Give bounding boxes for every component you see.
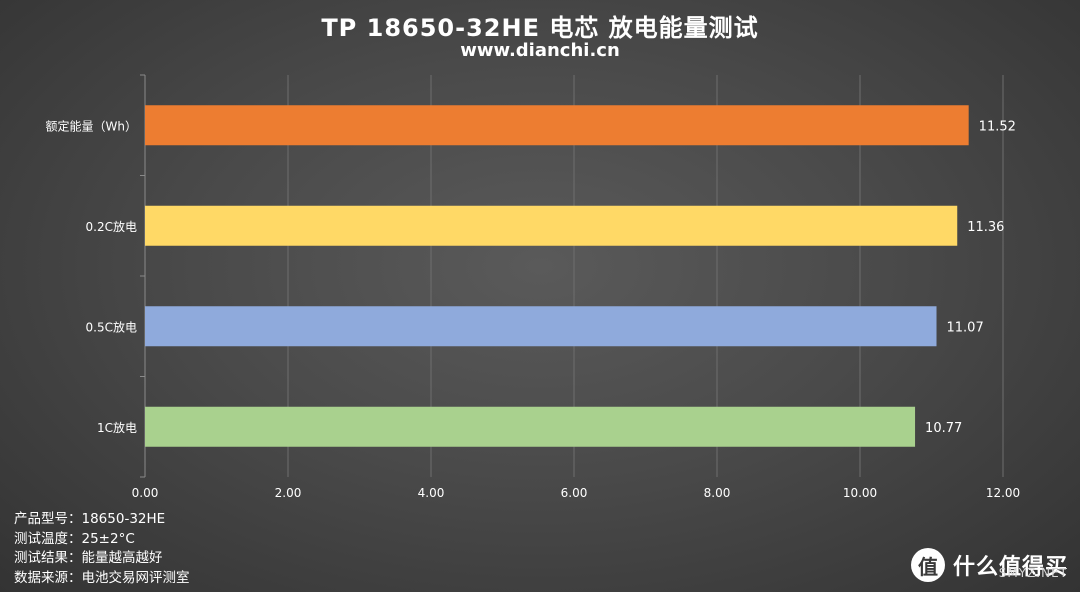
watermark-logo: 值 什么值得买: [910, 548, 1068, 582]
info-label: 测试结果：: [14, 550, 82, 566]
bar: [145, 105, 969, 146]
data-label: 11.07: [947, 320, 984, 335]
watermark-text: 什么值得买: [952, 555, 1068, 580]
x-tick-label: 12.00: [986, 486, 1020, 500]
info-value: 能量越高越好: [81, 550, 163, 566]
info-row-result: 测试结果：能量越高越好: [14, 549, 190, 569]
watermark-badge-icon: 值: [910, 548, 945, 582]
info-row-temperature: 测试温度：25±2°C: [14, 530, 190, 550]
data-label: 11.52: [979, 119, 1016, 134]
info-label: 数据来源：: [14, 569, 82, 586]
bar: [145, 205, 958, 246]
bar: [145, 306, 937, 347]
info-value: 电池交易网评测室: [81, 569, 190, 586]
x-tick-label: 0.00: [132, 486, 159, 500]
info-value: 25±2°C: [81, 530, 135, 547]
x-tick-label: 4.00: [418, 486, 445, 500]
info-row-model: 产品型号：18650-32HE: [14, 510, 190, 530]
x-tick-label: 8.00: [704, 486, 731, 500]
category-label: 1C放电: [97, 420, 137, 435]
x-tick-label: 6.00: [561, 486, 588, 500]
info-row-source: 数据来源：电池交易网评测室: [14, 569, 190, 589]
x-tick-label: 2.00: [275, 486, 302, 500]
bar: [145, 406, 916, 447]
data-label: 10.77: [925, 421, 962, 436]
info-label: 测试温度：: [14, 530, 82, 547]
info-value: 18650-32HE: [81, 511, 166, 527]
category-label: 0.5C放电: [86, 319, 137, 334]
category-label: 额定能量（Wh）: [46, 118, 137, 133]
test-info: 产品型号：18650-32HE 测试温度：25±2°C 测试结果：能量越高越好 …: [14, 510, 190, 588]
x-tick-label: 10.00: [843, 486, 877, 500]
info-label: 产品型号：: [14, 511, 82, 527]
category-label: 0.2C放电: [86, 219, 137, 234]
watermark-site: SMYZ.NET: [998, 566, 1068, 580]
data-label: 11.36: [967, 220, 1004, 235]
chart-title: TP 18650-32HE 电芯 放电能量测试: [321, 14, 759, 42]
chart-subtitle: www.dianchi.cn: [460, 40, 620, 61]
